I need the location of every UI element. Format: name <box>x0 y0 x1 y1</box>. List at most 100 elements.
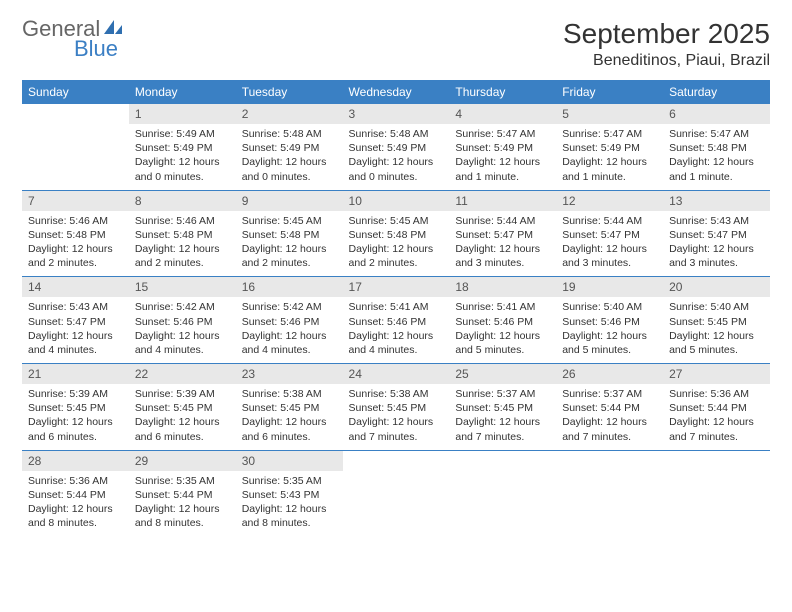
day-number: 17 <box>343 277 450 297</box>
daylight-text: Daylight: 12 hours and 2 minutes. <box>349 242 444 270</box>
day-number: 29 <box>129 451 236 471</box>
calendar-cell: 17Sunrise: 5:41 AMSunset: 5:46 PMDayligh… <box>343 277 450 363</box>
sunset-text: Sunset: 5:49 PM <box>242 141 337 155</box>
daylight-text: Daylight: 12 hours and 2 minutes. <box>28 242 123 270</box>
col-sunday: Sunday <box>22 80 129 104</box>
daylight-text: Daylight: 12 hours and 2 minutes. <box>242 242 337 270</box>
sunrise-text: Sunrise: 5:41 AM <box>349 300 444 314</box>
daylight-text: Daylight: 12 hours and 0 minutes. <box>242 155 337 183</box>
day-number: 24 <box>343 364 450 384</box>
day-number: 12 <box>556 191 663 211</box>
day-number: 23 <box>236 364 343 384</box>
sunrise-text: Sunrise: 5:49 AM <box>135 127 230 141</box>
day-number: 11 <box>449 191 556 211</box>
daylight-text: Daylight: 12 hours and 8 minutes. <box>135 502 230 530</box>
calendar-cell: 6Sunrise: 5:47 AMSunset: 5:48 PMDaylight… <box>663 104 770 190</box>
sunset-text: Sunset: 5:43 PM <box>242 488 337 502</box>
day-number: 7 <box>22 191 129 211</box>
day-body: Sunrise: 5:42 AMSunset: 5:46 PMDaylight:… <box>129 297 236 363</box>
col-tuesday: Tuesday <box>236 80 343 104</box>
sunrise-text: Sunrise: 5:42 AM <box>242 300 337 314</box>
daylight-text: Daylight: 12 hours and 7 minutes. <box>455 415 550 443</box>
calendar-cell: 25Sunrise: 5:37 AMSunset: 5:45 PMDayligh… <box>449 364 556 450</box>
day-body: Sunrise: 5:40 AMSunset: 5:46 PMDaylight:… <box>556 297 663 363</box>
day-number: 8 <box>129 191 236 211</box>
logo-word2: Blue <box>74 38 124 60</box>
day-body: Sunrise: 5:46 AMSunset: 5:48 PMDaylight:… <box>129 211 236 277</box>
sunrise-text: Sunrise: 5:35 AM <box>135 474 230 488</box>
sunrise-text: Sunrise: 5:38 AM <box>349 387 444 401</box>
sunrise-text: Sunrise: 5:48 AM <box>349 127 444 141</box>
daylight-text: Daylight: 12 hours and 6 minutes. <box>242 415 337 443</box>
daylight-text: Daylight: 12 hours and 1 minute. <box>562 155 657 183</box>
calendar-cell: 8Sunrise: 5:46 AMSunset: 5:48 PMDaylight… <box>129 191 236 277</box>
calendar-cell: 30Sunrise: 5:35 AMSunset: 5:43 PMDayligh… <box>236 451 343 537</box>
calendar-cell: 12Sunrise: 5:44 AMSunset: 5:47 PMDayligh… <box>556 191 663 277</box>
calendar-cell: 29Sunrise: 5:35 AMSunset: 5:44 PMDayligh… <box>129 451 236 537</box>
calendar-cell: 16Sunrise: 5:42 AMSunset: 5:46 PMDayligh… <box>236 277 343 363</box>
day-number: 5 <box>556 104 663 124</box>
calendar-cell: 24 Sunrise: 5:38 AMSunset: 5:45 PMDayligh… <box>343 364 450 450</box>
sunset-text: Sunset: 5:46 PM <box>562 315 657 329</box>
daylight-text: Daylight: 12 hours and 4 minutes. <box>135 329 230 357</box>
day-body: Sunrise: 5:49 AMSunset: 5:49 PMDaylight:… <box>129 124 236 190</box>
daylight-text: Daylight: 12 hours and 0 minutes. <box>349 155 444 183</box>
sunrise-text: Sunrise: 5:42 AM <box>135 300 230 314</box>
sunset-text: Sunset: 5:45 PM <box>28 401 123 415</box>
day-body: Sunrise: 5:48 AMSunset: 5:49 PMDaylight:… <box>343 124 450 190</box>
daylight-text: Daylight: 12 hours and 5 minutes. <box>562 329 657 357</box>
calendar-cell: 23Sunrise: 5:38 AMSunset: 5:45 PMDayligh… <box>236 364 343 450</box>
day-body: Sunrise: 5:40 AMSunset: 5:45 PMDaylight:… <box>663 297 770 363</box>
calendar-cell: 21Sunrise: 5:39 AMSunset: 5:45 PMDayligh… <box>22 364 129 450</box>
day-number: 18 <box>449 277 556 297</box>
daylight-text: Daylight: 12 hours and 7 minutes. <box>349 415 444 443</box>
daylight-text: Daylight: 12 hours and 0 minutes. <box>135 155 230 183</box>
day-number: 20 <box>663 277 770 297</box>
day-number: 30 <box>236 451 343 471</box>
calendar-cell: 27Sunrise: 5:36 AMSunset: 5:44 PMDayligh… <box>663 364 770 450</box>
sunset-text: Sunset: 5:45 PM <box>349 401 444 415</box>
day-body: Sunrise: 5:41 AMSunset: 5:46 PMDaylight:… <box>449 297 556 363</box>
daylight-text: Daylight: 12 hours and 1 minute. <box>455 155 550 183</box>
day-number: 15 <box>129 277 236 297</box>
calendar-cell <box>22 104 129 190</box>
calendar-cell: 15Sunrise: 5:42 AMSunset: 5:46 PMDayligh… <box>129 277 236 363</box>
day-number: 22 <box>129 364 236 384</box>
calendar-cell: 7Sunrise: 5:46 AMSunset: 5:48 PMDaylight… <box>22 191 129 277</box>
day-body: Sunrise: 5:47 AMSunset: 5:49 PMDaylight:… <box>449 124 556 190</box>
daylight-text: Daylight: 12 hours and 1 minute. <box>669 155 764 183</box>
day-number: 25 <box>449 364 556 384</box>
calendar-week: 7Sunrise: 5:46 AMSunset: 5:48 PMDaylight… <box>22 191 770 277</box>
sunrise-text: Sunrise: 5:44 AM <box>562 214 657 228</box>
calendar-cell: 22Sunrise: 5:39 AMSunset: 5:45 PMDayligh… <box>129 364 236 450</box>
sunset-text: Sunset: 5:49 PM <box>455 141 550 155</box>
col-wednesday: Wednesday <box>343 80 450 104</box>
sunset-text: Sunset: 5:45 PM <box>669 315 764 329</box>
daylight-text: Daylight: 12 hours and 5 minutes. <box>455 329 550 357</box>
calendar-cell: 2Sunrise: 5:48 AMSunset: 5:49 PMDaylight… <box>236 104 343 190</box>
sunrise-text: Sunrise: 5:35 AM <box>242 474 337 488</box>
sunset-text: Sunset: 5:47 PM <box>455 228 550 242</box>
daylight-text: Daylight: 12 hours and 3 minutes. <box>562 242 657 270</box>
day-body: Sunrise: 5:47 AMSunset: 5:49 PMDaylight:… <box>556 124 663 190</box>
sunrise-text: Sunrise: 5:38 AM <box>242 387 337 401</box>
calendar-cell: 9Sunrise: 5:45 AMSunset: 5:48 PMDaylight… <box>236 191 343 277</box>
sunrise-text: Sunrise: 5:41 AM <box>455 300 550 314</box>
day-number: 14 <box>22 277 129 297</box>
day-body: Sunrise: 5:44 AMSunset: 5:47 PMDaylight:… <box>449 211 556 277</box>
calendar-header-row: Sunday Monday Tuesday Wednesday Thursday… <box>22 80 770 104</box>
calendar-week: 1Sunrise: 5:49 AMSunset: 5:49 PMDaylight… <box>22 104 770 190</box>
daylight-text: Daylight: 12 hours and 2 minutes. <box>135 242 230 270</box>
title-block: September 2025 Beneditinos, Piaui, Brazi… <box>563 18 770 70</box>
sunrise-text: Sunrise: 5:40 AM <box>669 300 764 314</box>
daylight-text: Daylight: 12 hours and 4 minutes. <box>349 329 444 357</box>
calendar-cell: 19Sunrise: 5:40 AMSunset: 5:46 PMDayligh… <box>556 277 663 363</box>
daylight-text: Daylight: 12 hours and 5 minutes. <box>669 329 764 357</box>
day-number: 27 <box>663 364 770 384</box>
daylight-text: Daylight: 12 hours and 3 minutes. <box>455 242 550 270</box>
day-number: 4 <box>449 104 556 124</box>
sunset-text: Sunset: 5:48 PM <box>28 228 123 242</box>
day-number: 16 <box>236 277 343 297</box>
calendar-cell <box>663 451 770 537</box>
day-number: 21 <box>22 364 129 384</box>
